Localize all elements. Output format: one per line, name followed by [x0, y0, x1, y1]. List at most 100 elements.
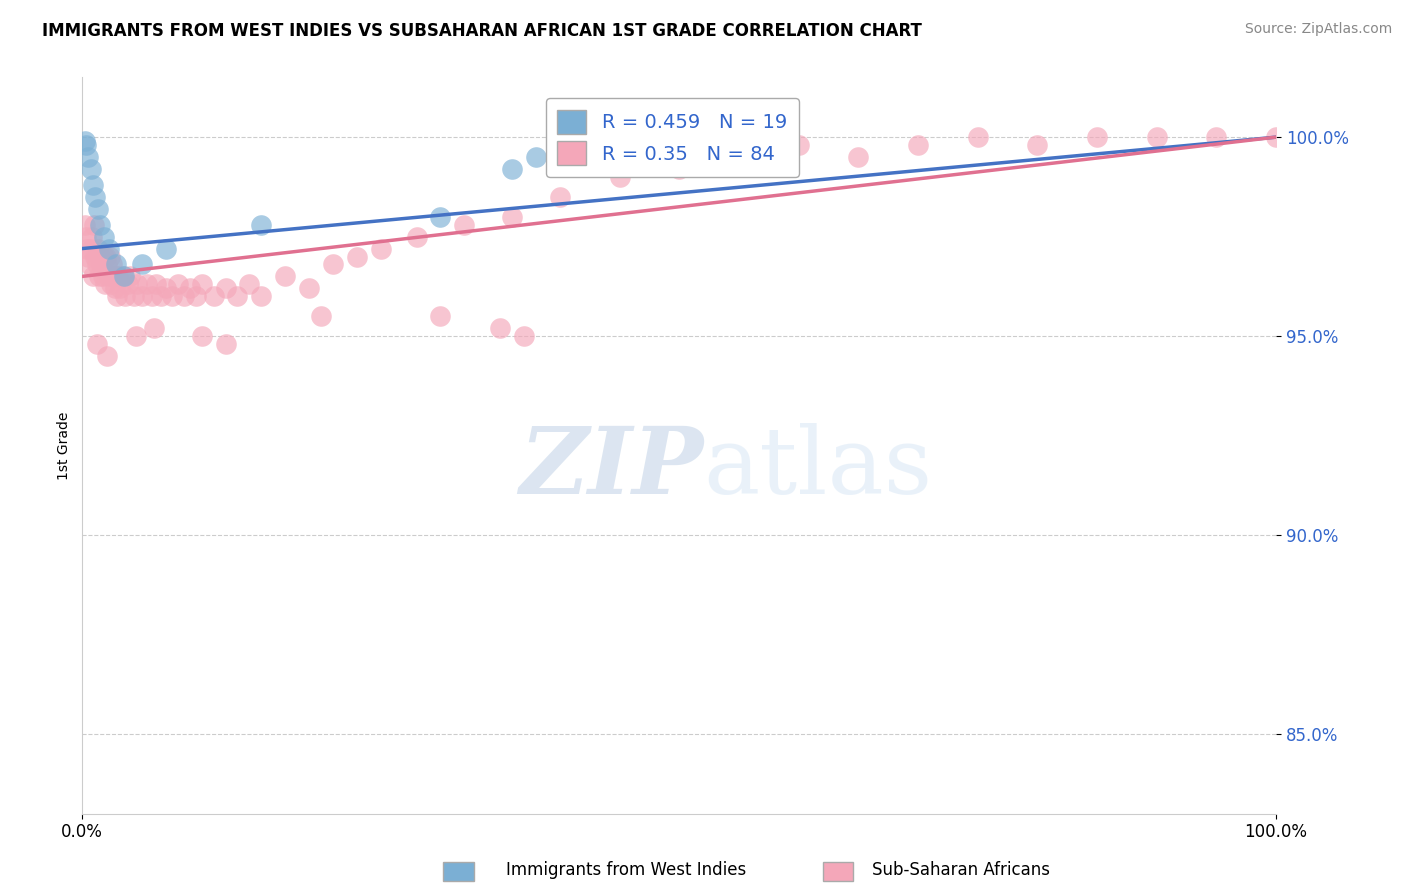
Text: Sub-Saharan Africans: Sub-Saharan Africans — [872, 861, 1050, 879]
Point — [250, 218, 273, 232]
Point — [513, 329, 536, 343]
Point — [728, 130, 751, 145]
Point — [141, 289, 163, 303]
Point — [86, 337, 108, 351]
Point — [131, 257, 153, 271]
Point — [226, 289, 249, 303]
Point — [97, 242, 120, 256]
Point — [489, 321, 512, 335]
Point — [93, 229, 115, 244]
Point — [77, 150, 100, 164]
Point — [453, 218, 475, 232]
Point — [87, 202, 110, 216]
Point — [90, 257, 112, 271]
Point — [907, 138, 929, 153]
Point — [609, 169, 631, 184]
Point — [98, 250, 121, 264]
Point — [80, 229, 103, 244]
Point — [122, 289, 145, 303]
Point — [1085, 130, 1108, 145]
Point — [107, 269, 129, 284]
Point — [91, 269, 114, 284]
Point — [524, 150, 547, 164]
Point — [322, 257, 344, 271]
Point — [103, 281, 125, 295]
Point — [79, 161, 101, 176]
Text: atlas: atlas — [703, 423, 932, 513]
Point — [184, 289, 207, 303]
Point — [370, 242, 392, 256]
Point — [150, 289, 173, 303]
Point — [100, 277, 122, 292]
Point — [110, 281, 132, 295]
Point — [97, 269, 120, 284]
Point — [101, 257, 124, 271]
Point — [1146, 130, 1168, 145]
Point — [787, 138, 810, 153]
Point — [145, 277, 167, 292]
Point — [214, 281, 236, 295]
Point — [84, 190, 107, 204]
Point — [82, 178, 104, 192]
Point — [96, 257, 118, 271]
Point — [96, 349, 118, 363]
Point — [501, 210, 523, 224]
Point — [82, 269, 104, 284]
Point — [87, 269, 110, 284]
Point — [73, 218, 96, 232]
Point — [79, 257, 101, 271]
Point — [309, 309, 332, 323]
Point — [166, 277, 188, 292]
Point — [142, 321, 165, 335]
Point — [83, 218, 105, 232]
Point — [73, 134, 96, 148]
Point — [75, 229, 97, 244]
Point — [104, 269, 127, 284]
Point — [89, 218, 111, 232]
Point — [548, 190, 571, 204]
Point — [190, 277, 212, 292]
Point — [118, 269, 141, 284]
Point — [179, 281, 201, 295]
Point — [190, 329, 212, 343]
Point — [346, 250, 368, 264]
Point — [105, 289, 128, 303]
Point — [117, 277, 139, 292]
Point — [77, 250, 100, 264]
Point — [135, 277, 157, 292]
Point — [298, 281, 321, 295]
Point — [75, 138, 97, 153]
Text: IMMIGRANTS FROM WEST INDIES VS SUBSAHARAN AFRICAN 1ST GRADE CORRELATION CHART: IMMIGRANTS FROM WEST INDIES VS SUBSAHARA… — [42, 22, 922, 40]
Point — [202, 289, 225, 303]
Point — [966, 130, 988, 145]
Point — [89, 250, 111, 264]
Point — [104, 257, 127, 271]
Text: Immigrants from West Indies: Immigrants from West Indies — [506, 861, 747, 879]
Point — [79, 242, 101, 256]
Point — [114, 289, 136, 303]
Point — [125, 329, 148, 343]
Text: ZIP: ZIP — [519, 423, 703, 513]
Point — [238, 277, 260, 292]
Point — [501, 161, 523, 176]
Point — [1265, 130, 1288, 145]
Point — [728, 150, 751, 164]
Point — [103, 269, 125, 284]
Point — [87, 242, 110, 256]
Point — [274, 269, 297, 284]
Point — [1026, 138, 1049, 153]
Point — [127, 277, 149, 292]
Point — [429, 210, 451, 224]
Y-axis label: 1st Grade: 1st Grade — [58, 411, 72, 480]
Point — [155, 242, 177, 256]
Point — [668, 161, 690, 176]
Point — [111, 269, 134, 284]
Point — [76, 242, 98, 256]
Point — [86, 257, 108, 271]
Point — [96, 250, 118, 264]
Point — [93, 250, 115, 264]
Point — [214, 337, 236, 351]
Point — [112, 269, 135, 284]
Point — [1205, 130, 1227, 145]
Point — [84, 250, 107, 264]
